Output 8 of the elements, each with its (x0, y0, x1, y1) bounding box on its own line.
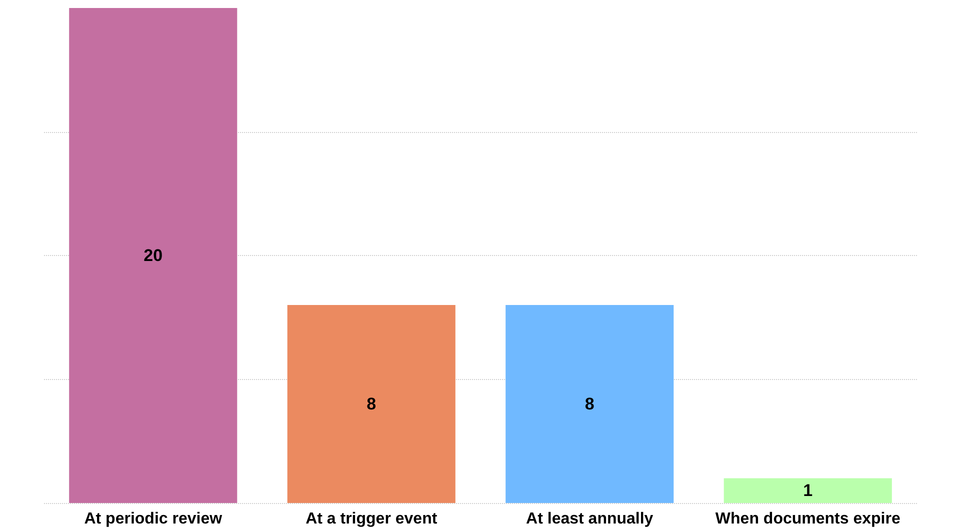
data-label: 1 (803, 481, 813, 500)
x-tick-label: When documents expire (715, 510, 900, 528)
x-tick-label: At periodic review (84, 510, 223, 528)
x-tick-label: At least annually (526, 510, 654, 528)
data-label: 8 (366, 394, 376, 414)
data-label: 20 (144, 246, 163, 265)
data-label: 8 (584, 394, 594, 414)
x-tick-label: At a trigger event (306, 510, 438, 528)
